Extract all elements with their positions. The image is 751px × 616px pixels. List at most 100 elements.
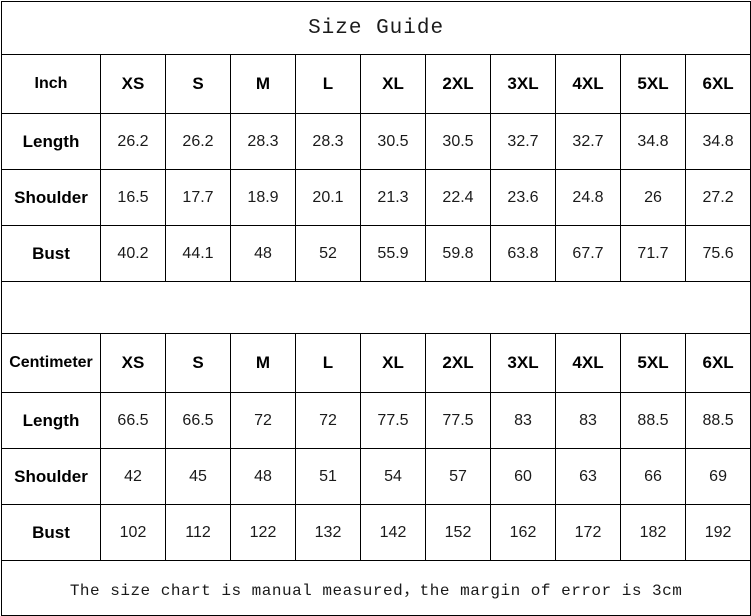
cell-cm-shoulder-6xl: 69 <box>684 448 751 505</box>
cell-inch-shoulder-6xl: 27.2 <box>684 169 751 226</box>
cm-unit-label: Centimeter <box>1 333 101 393</box>
cell-cm-bust-xl: 142 <box>360 504 426 561</box>
cell-inch-bust-xs: 40.2 <box>100 225 166 282</box>
cell-cm-shoulder-4xl: 63 <box>555 448 621 505</box>
cell-inch-length-xs: 26.2 <box>100 113 166 170</box>
cell-inch-length-2xl: 30.5 <box>425 113 491 170</box>
cm-size-header-4xl: 4XL <box>555 333 621 393</box>
cell-cm-bust-m: 122 <box>230 504 296 561</box>
cell-inch-bust-xl: 55.9 <box>360 225 426 282</box>
footer-note-row: The size chart is manual measured，the ma… <box>0 560 751 616</box>
cell-inch-bust-4xl: 67.7 <box>555 225 621 282</box>
size-header-5xl: 5XL <box>620 54 686 114</box>
cm-size-header-3xl: 3XL <box>490 333 556 393</box>
cell-cm-bust-2xl: 152 <box>425 504 491 561</box>
cell-inch-length-l: 28.3 <box>295 113 361 170</box>
table-row: Shoulder 42 45 48 51 54 57 60 63 66 69 <box>1 448 751 505</box>
size-header-6xl: 6XL <box>684 54 751 114</box>
title-row: Size Guide <box>0 1 751 55</box>
cell-inch-bust-l: 52 <box>295 225 361 282</box>
row-label-cm-length: Length <box>1 392 101 449</box>
cell-cm-shoulder-2xl: 57 <box>425 448 491 505</box>
cm-size-header-xs: XS <box>100 333 166 393</box>
inch-unit-label: Inch <box>1 54 101 114</box>
cell-cm-length-xl: 77.5 <box>360 392 426 449</box>
size-header-2xl: 2XL <box>425 54 491 114</box>
cell-inch-shoulder-s: 17.7 <box>165 169 231 226</box>
size-header-3xl: 3XL <box>490 54 556 114</box>
size-header-l: L <box>295 54 361 114</box>
cell-inch-bust-3xl: 63.8 <box>490 225 556 282</box>
cell-cm-length-5xl: 88.5 <box>620 392 686 449</box>
cell-inch-shoulder-2xl: 22.4 <box>425 169 491 226</box>
cell-inch-length-4xl: 32.7 <box>555 113 621 170</box>
cell-cm-length-4xl: 83 <box>555 392 621 449</box>
cell-cm-shoulder-l: 51 <box>295 448 361 505</box>
cell-cm-length-m: 72 <box>230 392 296 449</box>
table-row: Shoulder 16.5 17.7 18.9 20.1 21.3 22.4 2… <box>1 169 751 226</box>
cell-cm-length-2xl: 77.5 <box>425 392 491 449</box>
cell-cm-length-6xl: 88.5 <box>684 392 751 449</box>
cm-size-header-l: L <box>295 333 361 393</box>
cell-inch-shoulder-5xl: 26 <box>620 169 686 226</box>
cell-inch-length-m: 28.3 <box>230 113 296 170</box>
cell-cm-length-l: 72 <box>295 392 361 449</box>
cell-cm-bust-xs: 102 <box>100 504 166 561</box>
cell-inch-bust-m: 48 <box>230 225 296 282</box>
cell-cm-shoulder-5xl: 66 <box>620 448 686 505</box>
cm-size-header-xl: XL <box>360 333 426 393</box>
measurement-disclaimer: The size chart is manual measured，the ma… <box>0 560 751 616</box>
size-header-xl: XL <box>360 54 426 114</box>
cell-cm-shoulder-s: 45 <box>165 448 231 505</box>
cell-cm-length-s: 66.5 <box>165 392 231 449</box>
cell-cm-length-3xl: 83 <box>490 392 556 449</box>
size-header-4xl: 4XL <box>555 54 621 114</box>
cell-cm-length-xs: 66.5 <box>100 392 166 449</box>
table-row: Bust 102 112 122 132 142 152 162 172 182… <box>1 504 751 561</box>
row-label-cm-shoulder: Shoulder <box>1 448 101 505</box>
cell-inch-length-3xl: 32.7 <box>490 113 556 170</box>
cm-header-row: Centimeter XS S M L XL 2XL 3XL 4XL 5XL 6… <box>1 333 751 393</box>
cell-cm-bust-4xl: 172 <box>555 504 621 561</box>
cell-cm-bust-6xl: 192 <box>684 504 751 561</box>
table-row: Length 26.2 26.2 28.3 28.3 30.5 30.5 32.… <box>1 113 751 170</box>
table-spacer-row <box>0 281 751 334</box>
cell-inch-bust-s: 44.1 <box>165 225 231 282</box>
cell-cm-bust-3xl: 162 <box>490 504 556 561</box>
cell-inch-length-s: 26.2 <box>165 113 231 170</box>
row-label-inch-length: Length <box>1 113 101 170</box>
cell-inch-length-5xl: 34.8 <box>620 113 686 170</box>
cell-inch-shoulder-l: 20.1 <box>295 169 361 226</box>
cell-inch-bust-2xl: 59.8 <box>425 225 491 282</box>
cm-size-header-2xl: 2XL <box>425 333 491 393</box>
cell-inch-bust-5xl: 71.7 <box>620 225 686 282</box>
cell-inch-bust-6xl: 75.6 <box>684 225 751 282</box>
inch-header-row: Inch XS S M L XL 2XL 3XL 4XL 5XL 6XL <box>1 54 751 114</box>
cell-inch-shoulder-xs: 16.5 <box>100 169 166 226</box>
cm-size-header-m: M <box>230 333 296 393</box>
cell-inch-length-6xl: 34.8 <box>684 113 751 170</box>
cell-cm-shoulder-3xl: 60 <box>490 448 556 505</box>
cell-cm-bust-5xl: 182 <box>620 504 686 561</box>
row-label-inch-bust: Bust <box>1 225 101 282</box>
cell-cm-shoulder-xl: 54 <box>360 448 426 505</box>
cell-cm-bust-l: 132 <box>295 504 361 561</box>
cm-size-header-5xl: 5XL <box>620 333 686 393</box>
size-header-xs: XS <box>100 54 166 114</box>
cell-cm-bust-s: 112 <box>165 504 231 561</box>
cell-inch-shoulder-xl: 21.3 <box>360 169 426 226</box>
size-header-m: M <box>230 54 296 114</box>
cell-inch-shoulder-3xl: 23.6 <box>490 169 556 226</box>
table-row: Bust 40.2 44.1 48 52 55.9 59.8 63.8 67.7… <box>1 225 751 282</box>
cm-size-header-6xl: 6XL <box>684 333 751 393</box>
cell-cm-shoulder-m: 48 <box>230 448 296 505</box>
table-spacer <box>0 281 751 334</box>
cell-inch-shoulder-4xl: 24.8 <box>555 169 621 226</box>
table-row: Length 66.5 66.5 72 72 77.5 77.5 83 83 8… <box>1 392 751 449</box>
cell-cm-shoulder-xs: 42 <box>100 448 166 505</box>
row-label-cm-bust: Bust <box>1 504 101 561</box>
size-header-s: S <box>165 54 231 114</box>
cell-inch-length-xl: 30.5 <box>360 113 426 170</box>
cm-size-header-s: S <box>165 333 231 393</box>
